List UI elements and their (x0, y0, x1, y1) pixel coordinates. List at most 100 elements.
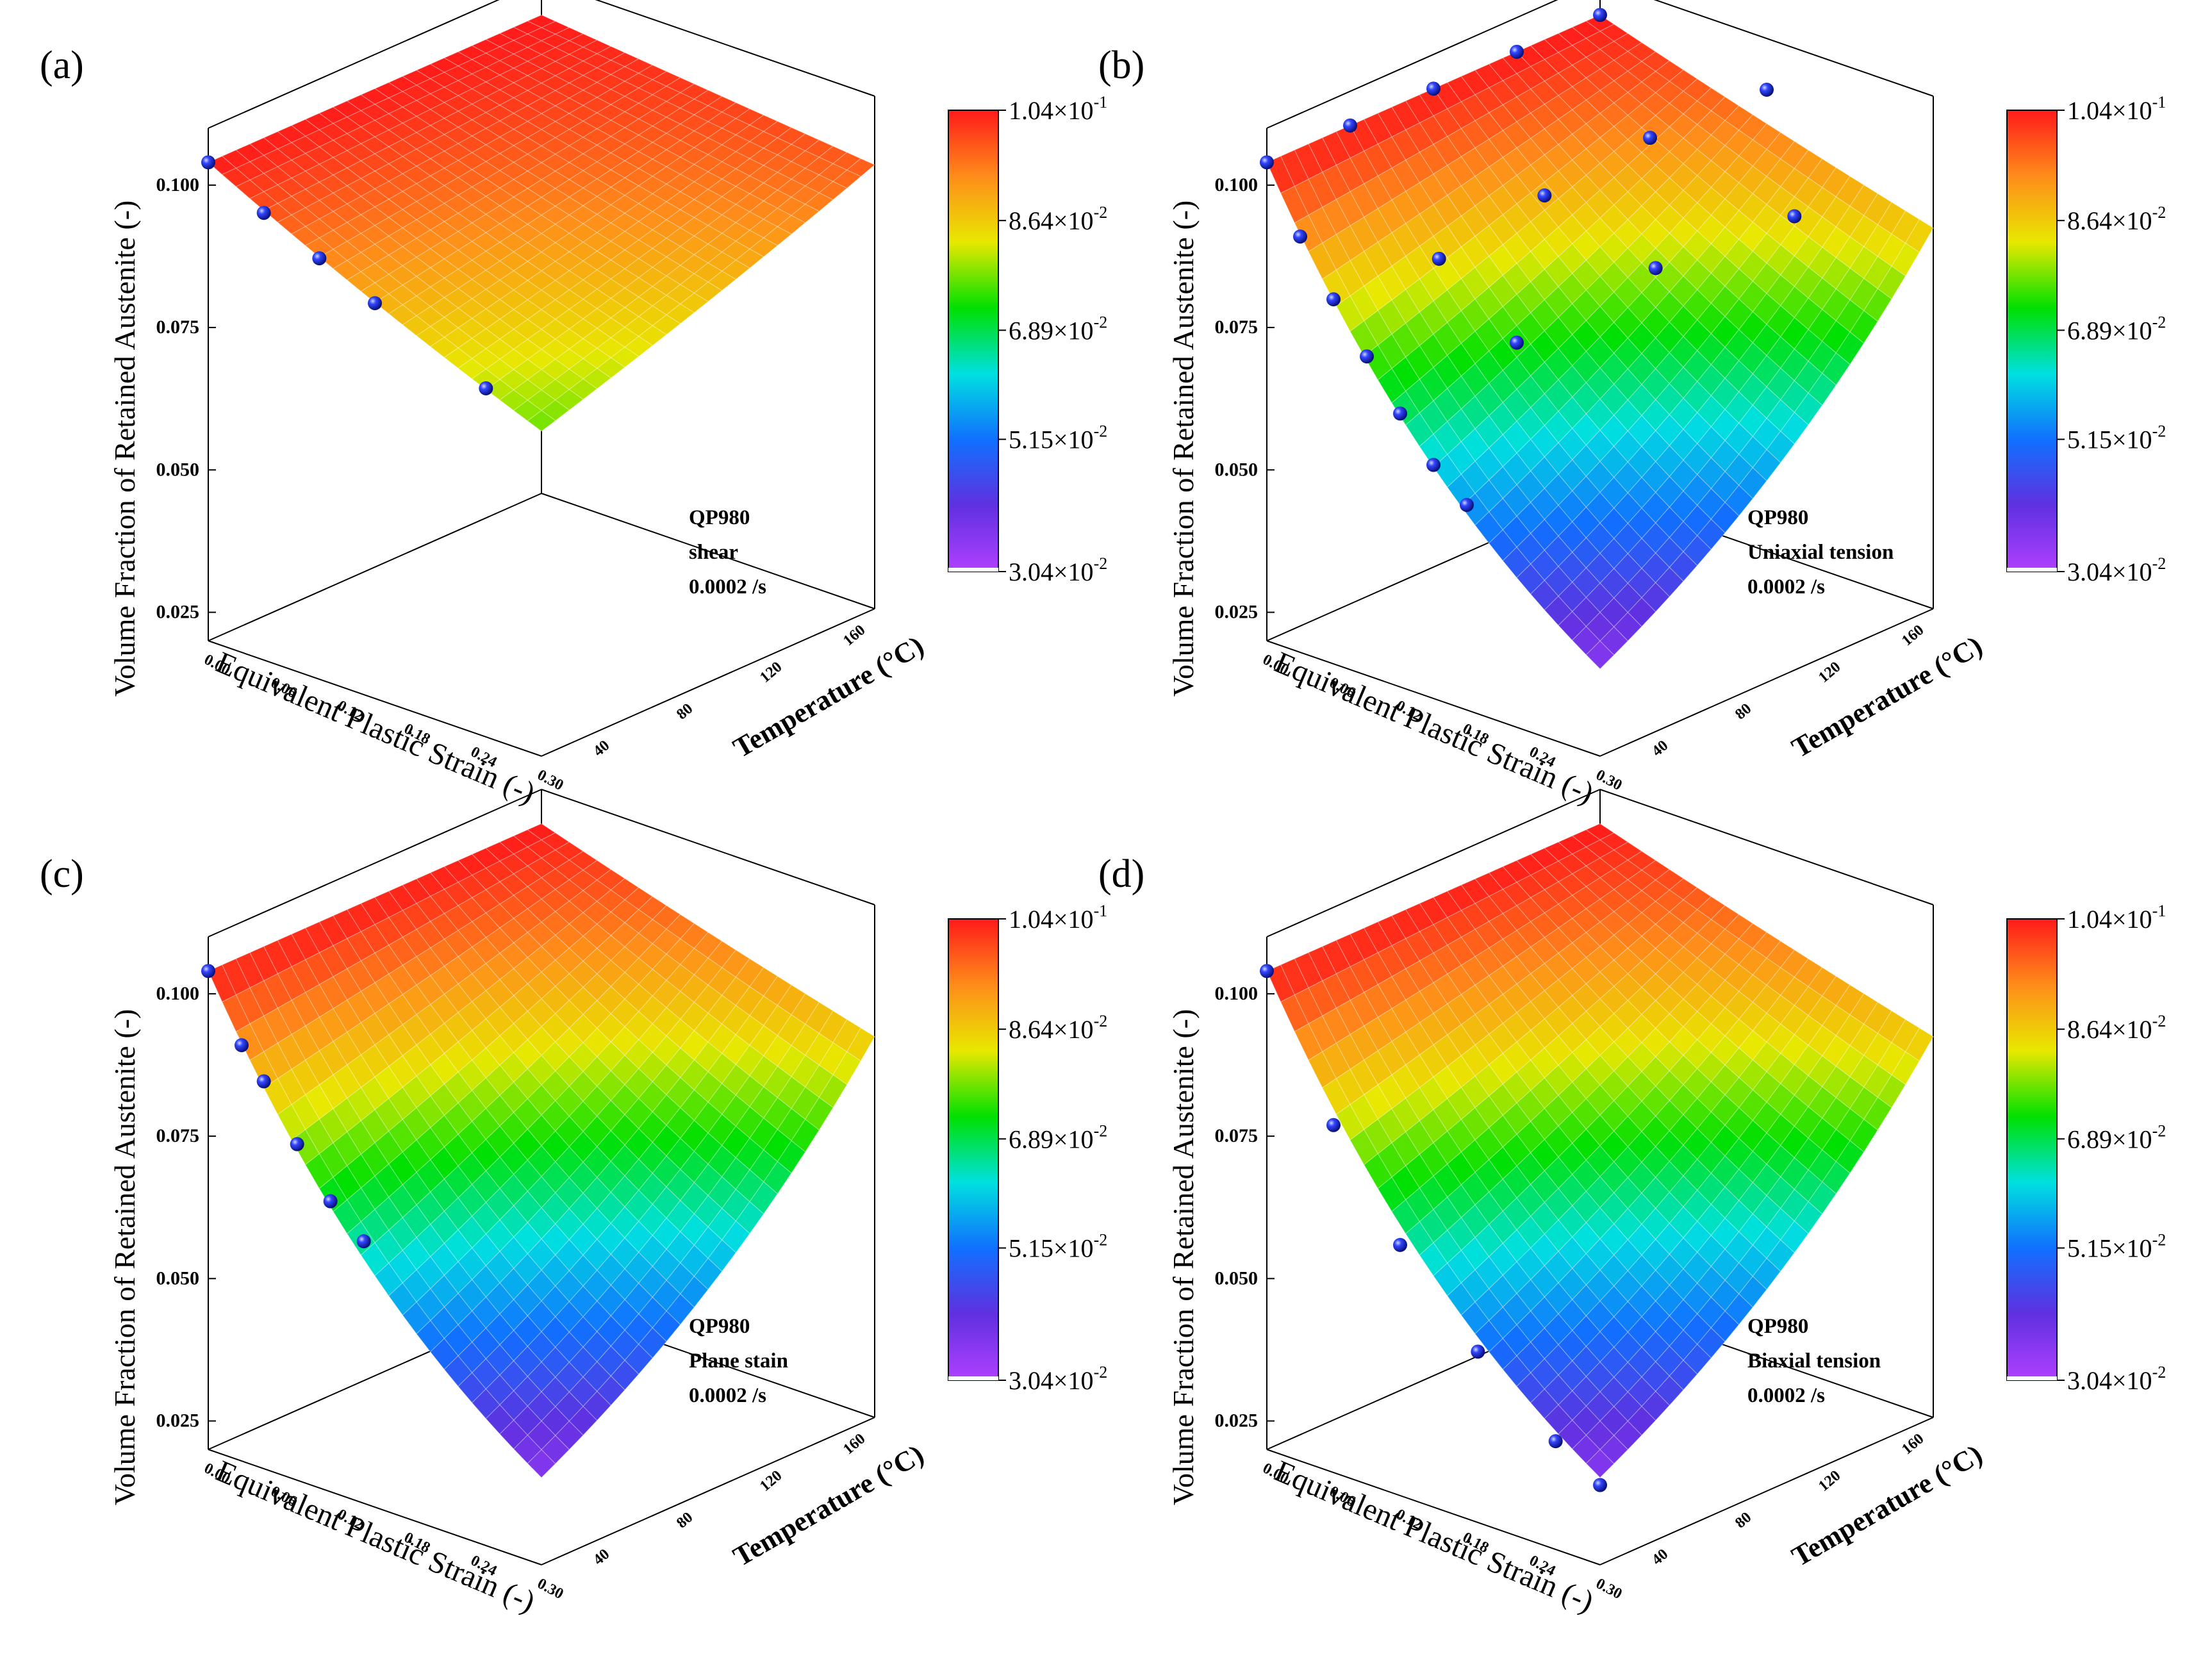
axis-line (1266, 1449, 1601, 1565)
data-point (323, 1194, 338, 1209)
z-tick-label: 0.025 (156, 1410, 200, 1432)
colorbar-tick-label: 3.04×10-2 (1009, 1363, 1107, 1395)
z-tick-label: 0.025 (156, 602, 200, 623)
colorbar-tick-label: 3.04×10-2 (2067, 1363, 2166, 1395)
axis-line (1599, 1417, 1934, 1565)
axis-line (541, 789, 875, 905)
data-point (1260, 964, 1274, 978)
data-point (1510, 335, 1524, 350)
data-point (1393, 1237, 1407, 1252)
data-point (368, 296, 382, 311)
z-tick-label: 0.075 (1215, 1125, 1259, 1146)
z-tick-label: 0.025 (1215, 602, 1259, 623)
y-tick-label: 160 (1899, 622, 1927, 649)
data-point (1471, 1344, 1485, 1359)
colorbar-tick-mantissa: 5.15×10 (2067, 425, 2152, 454)
data-point (201, 155, 215, 170)
colorbar-tick-label: 1.04×10-1 (1009, 902, 1107, 934)
surface-cell (1585, 640, 1615, 670)
axis-line (1653, 0, 1934, 97)
colorbar-tick-label: 6.89×10-2 (1009, 1121, 1107, 1153)
colorbar-tick-mantissa: 3.04×10 (2067, 557, 2152, 586)
colorbar-bottom-strip (2007, 568, 2057, 572)
colorbar-tick-label: 5.15×10-2 (1009, 1231, 1107, 1263)
panel-label: (c) (40, 852, 84, 896)
colorbar-tick-exponent: -2 (2152, 422, 2167, 441)
surface-cell (693, 1258, 723, 1291)
surface-cell (791, 204, 820, 224)
colorbar-tick-label: 6.89×10-2 (2067, 313, 2166, 345)
colorbar-tick-mantissa: 6.89×10 (1009, 1125, 1094, 1153)
y-tick-label: 120 (1815, 659, 1844, 686)
data-point (1260, 155, 1274, 170)
data-point (312, 251, 327, 266)
colorbar-tick-mantissa: 1.04×10 (2067, 905, 2152, 934)
colorbar-tick-label: 1.04×10-1 (2067, 93, 2166, 125)
colorbar-tick-label: 3.04×10-2 (1009, 554, 1107, 586)
y-axis-title: Temperature (°C) (728, 1439, 929, 1572)
colorbar (948, 110, 999, 572)
axis-line (1266, 0, 1558, 129)
axis-line (541, 493, 875, 609)
colorbar-tick-mantissa: 6.89×10 (1009, 316, 1094, 345)
colorbar-tick-mantissa: 5.15×10 (2067, 1234, 2152, 1263)
y-tick-label: 120 (1815, 1467, 1844, 1495)
surface-cell (1849, 1119, 1879, 1153)
colorbar (948, 918, 999, 1381)
surface-cell (1766, 431, 1795, 463)
surface-cell (832, 169, 862, 189)
colorbar-tick-exponent: -2 (1094, 1231, 1108, 1250)
axis-line (541, 608, 875, 757)
surface-cell (1710, 502, 1740, 534)
surface-cell (596, 357, 625, 379)
data-point (1460, 498, 1474, 512)
colorbar (2006, 918, 2058, 1381)
colorbar-tick-mantissa: 3.04×10 (2067, 1366, 2152, 1395)
colorbar-tick-exponent: -2 (2152, 203, 2167, 222)
surface-cell (1752, 449, 1781, 482)
surface-cell (818, 1074, 848, 1109)
z-axis-title: Volume Fraction of Retained Austenite (-… (1167, 201, 1200, 697)
z-tick-label: 0.050 (1215, 459, 1259, 480)
data-point (479, 381, 493, 395)
y-axis-title: Temperature (°C) (1787, 1439, 1988, 1572)
colorbar-tick-mantissa: 8.64×10 (2067, 1015, 2152, 1044)
y-tick-label: 40 (1649, 738, 1671, 760)
surface-cell (707, 270, 737, 291)
y-tick-label: 160 (1899, 1430, 1927, 1458)
surface-cell (777, 215, 806, 235)
data-point (1510, 44, 1524, 59)
surface-cell (749, 1181, 779, 1215)
panel-label: (a) (40, 44, 84, 87)
colorbar-tick-exponent: -2 (2152, 554, 2167, 573)
colorbar-tick-mantissa: 5.15×10 (1009, 425, 1094, 454)
z-axis-title: Volume Fraction of Retained Austenite (-… (108, 1009, 141, 1506)
data-point (1760, 83, 1774, 97)
surface-cell (1877, 1074, 1906, 1109)
colorbar-tick-exponent: -2 (2152, 1012, 2167, 1030)
colorbar-tick-label: 8.64×10-2 (2067, 1012, 2166, 1044)
data-point (1343, 118, 1357, 133)
axis-line (1266, 640, 1601, 757)
colorbar-tick-exponent: -2 (1094, 554, 1108, 573)
colorbar (2006, 110, 2058, 572)
annotation-line: QP980 (1747, 1315, 1808, 1338)
annotation-line: QP980 (1747, 506, 1808, 529)
data-point (1648, 261, 1663, 276)
annotation-line: QP980 (689, 506, 750, 529)
y-axis-title: Temperature (°C) (728, 630, 929, 764)
axis-line (208, 789, 542, 937)
colorbar-tick-mantissa: 6.89×10 (2067, 1125, 2152, 1153)
data-point (1593, 1478, 1607, 1492)
colorbar-tick-mantissa: 6.89×10 (2067, 316, 2152, 345)
z-tick-label: 0.075 (156, 1125, 200, 1146)
chart-panel: 0.0250.0500.0750.1000.000.060.120.180.24… (40, 0, 1107, 811)
y-tick-label: 40 (590, 1546, 613, 1569)
data-point (256, 206, 271, 220)
z-tick-label: 0.100 (1215, 174, 1259, 195)
x-axis-title: Equivalent Plastic Strain (-) (211, 1454, 540, 1619)
surface-cell (1724, 484, 1754, 516)
surface-cell (666, 1293, 695, 1325)
chart-panel: 0.0250.0500.0750.1000.000.060.120.180.24… (1098, 0, 2166, 811)
y-tick-label: 40 (590, 738, 613, 760)
